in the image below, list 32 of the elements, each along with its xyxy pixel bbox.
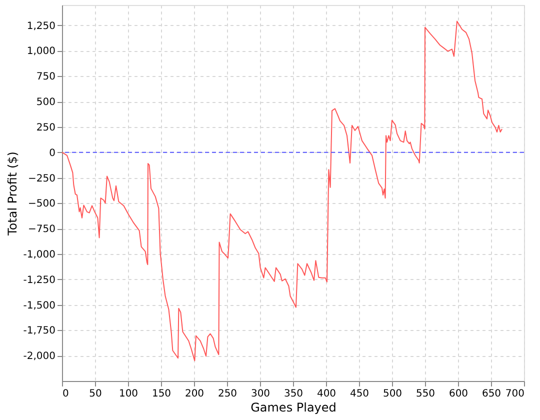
line-series [62,20,503,362]
y-tick-label: 500 [36,97,56,108]
x-tick-label: 600 [448,388,468,400]
x-tick-label: 550 [416,388,436,400]
y-tick-label: −750 [28,224,56,236]
x-tick-label: 300 [250,388,270,400]
y-tick-label: -1,000 [23,249,56,260]
x-tick-label: 150 [152,388,172,400]
y-tick-label: -1,500 [23,300,56,312]
y-axis-title: Total Profit ($) [5,152,20,236]
y-tick-label: 0 [49,148,56,159]
y-tick-label: 250 [36,122,56,134]
y-tick-label: 1,000 [26,46,56,58]
y-tick-label: −500 [28,198,56,210]
x-tick-label: 0 [62,388,69,400]
x-tick-label: 700 [505,388,524,400]
y-tick-label: -1,750 [23,326,56,337]
x-axis-title: Games Played [250,400,336,414]
y-tick-label: 750 [36,72,56,83]
x-tick-label: 650 [482,388,502,400]
y-tick-label: -2,000 [23,351,56,362]
x-tick-label: 450 [350,388,370,400]
y-tick-label: −250 [28,173,56,184]
y-tick-label: -1,250 [23,274,56,286]
x-tick-label: 400 [316,388,336,400]
x-tick-label: 100 [118,388,138,400]
x-tick-label: 200 [184,388,204,400]
x-tick-label: 350 [284,388,304,400]
x-tick-label: 500 [382,388,402,400]
y-tick-label: 1,250 [26,20,56,32]
x-tick-label: 50 [89,388,102,400]
x-tick-label: 250 [218,388,238,400]
